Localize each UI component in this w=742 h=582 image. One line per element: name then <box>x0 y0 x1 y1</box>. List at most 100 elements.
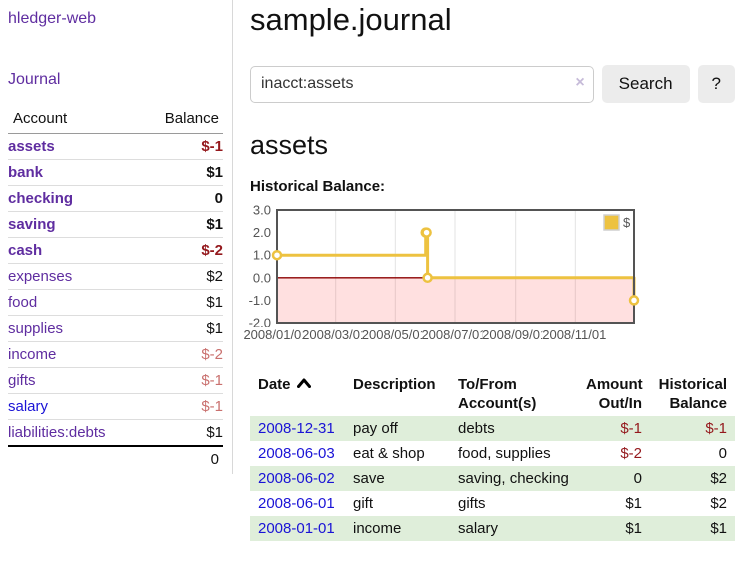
legend-label: $ <box>623 215 631 230</box>
account-row: supplies $1 <box>8 315 223 342</box>
svg-text:2.0: 2.0 <box>253 225 271 240</box>
account-row: checking 0 <box>8 185 223 212</box>
search-input[interactable] <box>250 65 594 103</box>
account-cell: saving <box>8 211 139 238</box>
accounts-header-account: Account <box>8 106 139 134</box>
transaction-description: income <box>353 520 402 537</box>
search-button[interactable]: Search <box>601 65 690 103</box>
register-header-date[interactable]: Date <box>250 372 345 416</box>
register-table: Date Description To/From Account(s) Amount … <box>250 372 735 541</box>
transaction-balance: $1 <box>710 520 727 537</box>
account-row: assets $-1 <box>8 134 223 160</box>
account-cell: checking <box>8 185 139 212</box>
account-cell: cash <box>8 237 139 264</box>
account-cell: gifts <box>8 367 139 394</box>
svg-text:1.0: 1.0 <box>253 248 271 263</box>
accounts-header-balance: Balance <box>138 106 223 134</box>
transaction-accounts: food, supplies <box>458 445 551 462</box>
accounts-table: Account Balance assets $-1 bank $1 checking 0… <box>8 106 223 472</box>
account-heading: assets <box>250 130 329 160</box>
transaction-amount: 0 <box>633 470 642 487</box>
transaction-date-cell: 2008-06-02 <box>250 466 345 491</box>
account-row: expenses $2 <box>8 263 223 290</box>
transaction-row: 2008-06-02 save saving, checking 0 $2 <box>250 466 735 491</box>
transaction-balance: $-1 <box>705 420 727 437</box>
transaction-description: eat & shop <box>353 445 425 462</box>
sidebar-item-journal[interactable]: Journal <box>8 71 61 88</box>
account-link-food[interactable]: food <box>8 294 38 311</box>
account-cell: assets <box>8 134 138 160</box>
transaction-balance: $2 <box>710 470 727 487</box>
account-balance: $-2 <box>138 341 223 368</box>
account-balance: $-1 <box>138 393 223 420</box>
account-link-income[interactable]: income <box>8 346 57 363</box>
svg-text:2008/01/01: 2008/01/01 <box>243 327 308 342</box>
account-row: food $1 <box>8 289 223 316</box>
clear-search-icon[interactable]: × <box>575 73 585 91</box>
svg-text:2008/03/01: 2008/03/01 <box>302 327 367 342</box>
transaction-date-link[interactable]: 2008-12-31 <box>258 420 335 437</box>
account-link-assets[interactable]: assets <box>8 138 55 155</box>
account-link-supplies[interactable]: supplies <box>8 320 64 337</box>
account-balance: $1 <box>138 315 223 342</box>
historical-balance-chart[interactable]: $3.0 2.0 1.0 0.0 -1.0 -2.0 2008/01/01 2008/03/0… <box>243 202 660 345</box>
account-cell: income <box>8 341 139 368</box>
account-link-saving[interactable]: saving <box>8 216 56 233</box>
help-button[interactable]: ? <box>697 65 735 103</box>
transaction-amount: $1 <box>625 495 642 512</box>
account-link-checking[interactable]: checking <box>8 190 74 207</box>
sidebar: hledger-web Journal Account Balance asse… <box>0 0 233 474</box>
account-link-gifts[interactable]: gifts <box>8 372 36 389</box>
account-link-bank[interactable]: bank <box>8 164 44 181</box>
transaction-date-link[interactable]: 2008-06-01 <box>258 495 335 512</box>
transaction-date-cell: 2008-01-01 <box>250 516 345 541</box>
sort-ascending-icon <box>296 378 311 388</box>
legend-swatch <box>603 214 620 231</box>
transaction-balance: $2 <box>710 495 727 512</box>
transaction-date-link[interactable]: 2008-01-01 <box>258 520 335 537</box>
page-layout: hledger-web Journal Account Balance asse… <box>0 0 742 541</box>
transaction-date-cell: 2008-12-31 <box>250 416 345 441</box>
account-cell: salary <box>8 393 139 420</box>
account-row: cash $-2 <box>8 237 223 264</box>
transaction-date-link[interactable]: 2008-06-03 <box>258 445 335 462</box>
transaction-amount: $1 <box>625 520 642 537</box>
main-content: sample.journal × Search ? assets Histori… <box>233 0 742 541</box>
account-balance: $-1 <box>201 138 223 155</box>
transaction-row: 2008-01-01 income salary $1 $1 <box>250 516 735 541</box>
svg-text:2008/11/01: 2008/11/01 <box>542 327 606 342</box>
search-form: × Search ? <box>250 65 735 103</box>
account-balance: $-1 <box>138 367 223 394</box>
transaction-description: gift <box>353 495 374 512</box>
transaction-row: 2008-06-03 eat & shop food, supplies $-2 0 <box>250 441 735 466</box>
transaction-description: pay off <box>353 420 398 437</box>
transaction-accounts: salary <box>458 520 499 537</box>
accounts-header-row: Account Balance <box>8 106 223 134</box>
account-row: bank $1 <box>8 159 223 186</box>
account-link-expenses[interactable]: expenses <box>8 268 73 285</box>
account-link-salary[interactable]: salary <box>8 398 49 415</box>
page-title: sample.journal <box>250 2 452 37</box>
account-link-liabilities-debts[interactable]: liabilities:debts <box>8 424 106 441</box>
transaction-accounts: gifts <box>458 495 486 512</box>
accounts-total-spacer <box>8 445 139 472</box>
transaction-amount: $-1 <box>620 420 642 437</box>
transaction-balance: 0 <box>718 445 727 462</box>
transaction-accounts: saving, checking <box>458 470 569 487</box>
accounts-total-row: 0 <box>8 445 223 472</box>
account-link-cash[interactable]: cash <box>8 242 43 259</box>
app-title-link[interactable]: hledger-web <box>8 10 97 27</box>
register-header-balance: Historical Balance <box>658 376 727 412</box>
account-cell: expenses <box>8 263 139 290</box>
account-row: salary $-1 <box>8 393 223 420</box>
svg-text:2008/07/01: 2008/07/01 <box>421 327 486 342</box>
transaction-date-link[interactable]: 2008-06-02 <box>258 470 335 487</box>
transaction-accounts: debts <box>458 420 495 437</box>
transaction-amount: $-2 <box>620 445 642 462</box>
svg-text:2008/05/01: 2008/05/01 <box>362 327 427 342</box>
account-balance: $1 <box>138 289 223 316</box>
transaction-description: save <box>353 470 385 487</box>
account-row: gifts $-1 <box>8 367 223 394</box>
register-header-row: Date Description To/From Account(s) Amount … <box>250 372 735 416</box>
balance-chart-svg: $3.0 2.0 1.0 0.0 -1.0 -2.02008/01/012008/03/0… <box>243 203 640 342</box>
